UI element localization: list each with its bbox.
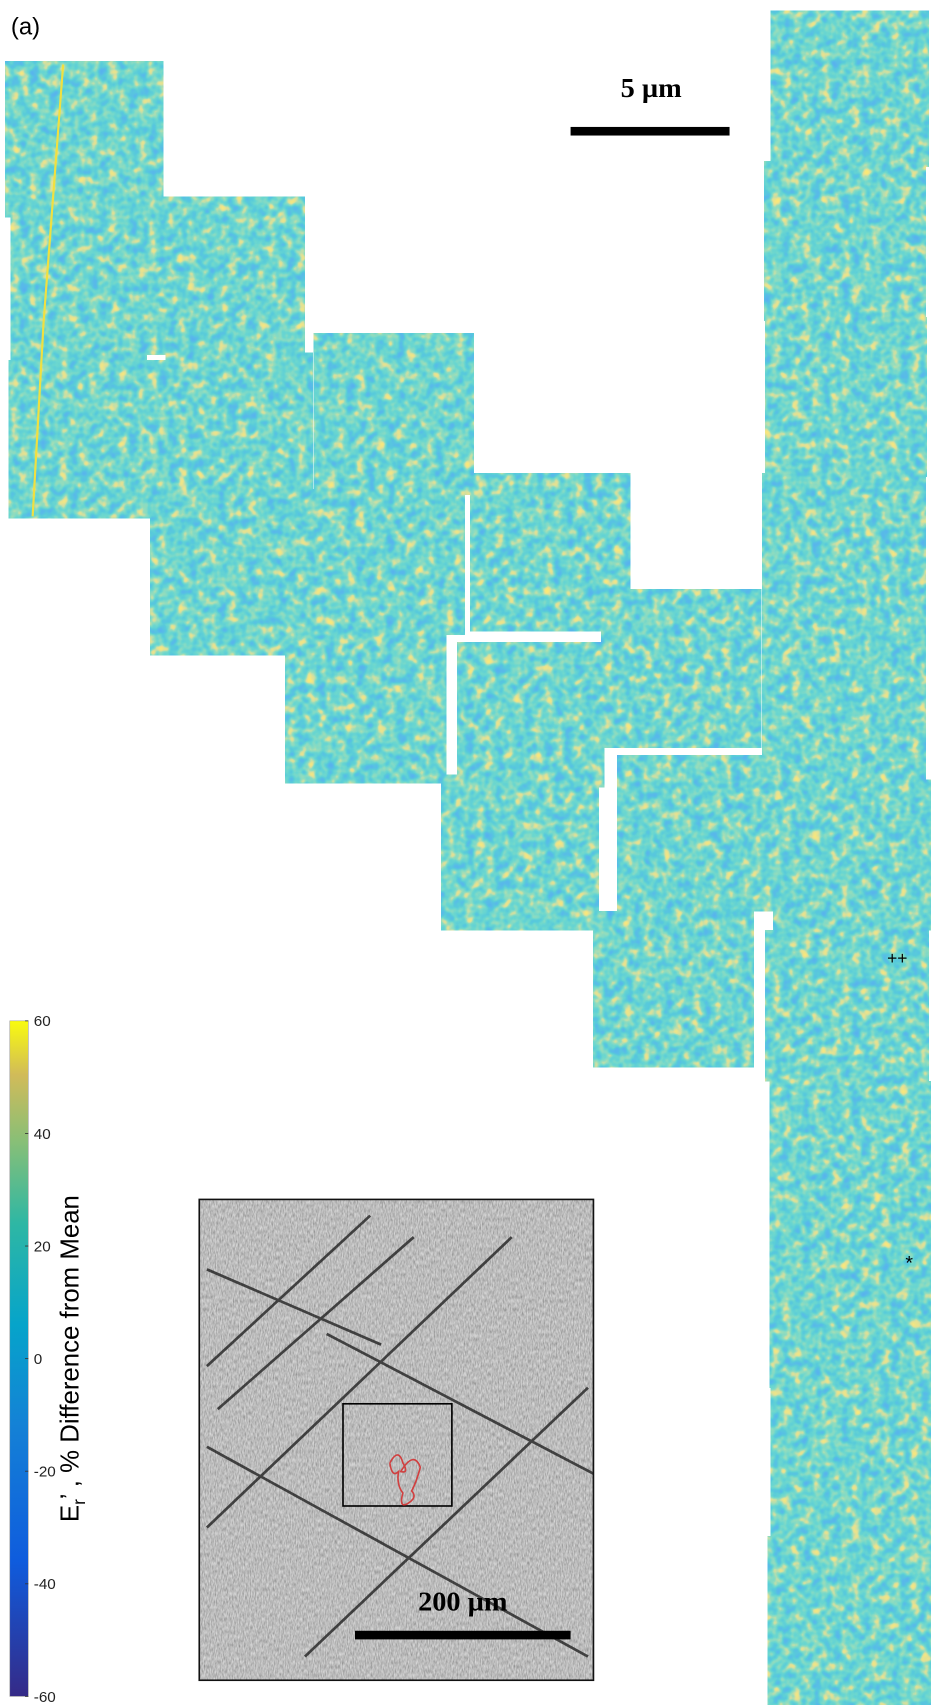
map-tile: [762, 624, 925, 785]
map-tile: [771, 11, 929, 167]
label-subscript: r: [69, 1499, 89, 1505]
colorbar-tick-label: -20: [34, 1464, 56, 1481]
figure: (a) 5 µm 200 µm ++ * Er’ , % Difference …: [0, 0, 931, 1705]
scale-bar-label: 5 µm: [621, 73, 682, 104]
colorbar-tick-label: -60: [34, 1689, 56, 1705]
map-tile: [773, 780, 931, 931]
scale-bar: [571, 127, 730, 136]
annotation: *: [905, 1252, 913, 1274]
map-tile: [593, 911, 753, 1067]
map-tile: [145, 197, 305, 355]
map-tile: [768, 1536, 931, 1705]
map-tile: [764, 161, 925, 320]
map-tile: [765, 317, 926, 476]
annotation: ++: [887, 948, 907, 968]
label-symbol: E: [54, 1505, 84, 1522]
map-tile: [285, 627, 446, 783]
map-tile: [314, 333, 474, 494]
inset-scale-bar-label: 200 µm: [418, 1586, 507, 1617]
map-tile: [310, 489, 465, 634]
map-tile: [457, 642, 604, 787]
map-tile: [11, 215, 147, 360]
colorbar-tick-label: -40: [34, 1576, 56, 1593]
map-tile: [166, 353, 313, 498]
map-tile: [770, 1081, 931, 1235]
colorbar-tick-label: 40: [34, 1126, 51, 1143]
colorbar-tick-label: 20: [34, 1238, 51, 1255]
panel-label: (a): [11, 14, 40, 41]
label-text: ’ , % Difference from Mean: [54, 1195, 84, 1499]
map-tile: [9, 360, 169, 518]
colorbar-tick-label: 0: [34, 1351, 42, 1368]
map-tile: [5, 61, 163, 217]
sem-inset: 200 µm: [199, 1199, 593, 1680]
map-tile: [441, 775, 599, 931]
map-tile: [762, 473, 925, 629]
colorbar: Er’ , % Difference from Mean 60 40 20 0 -20 -…: [10, 1013, 89, 1705]
map-tile: [771, 1386, 931, 1537]
colorbar-label: Er’ , % Difference from Mean: [54, 1195, 89, 1522]
inset-scale-bar: [355, 1631, 571, 1640]
map-tile: [617, 755, 775, 911]
map-tile: [601, 589, 761, 747]
colorbar-tick-label: 60: [34, 1013, 51, 1030]
